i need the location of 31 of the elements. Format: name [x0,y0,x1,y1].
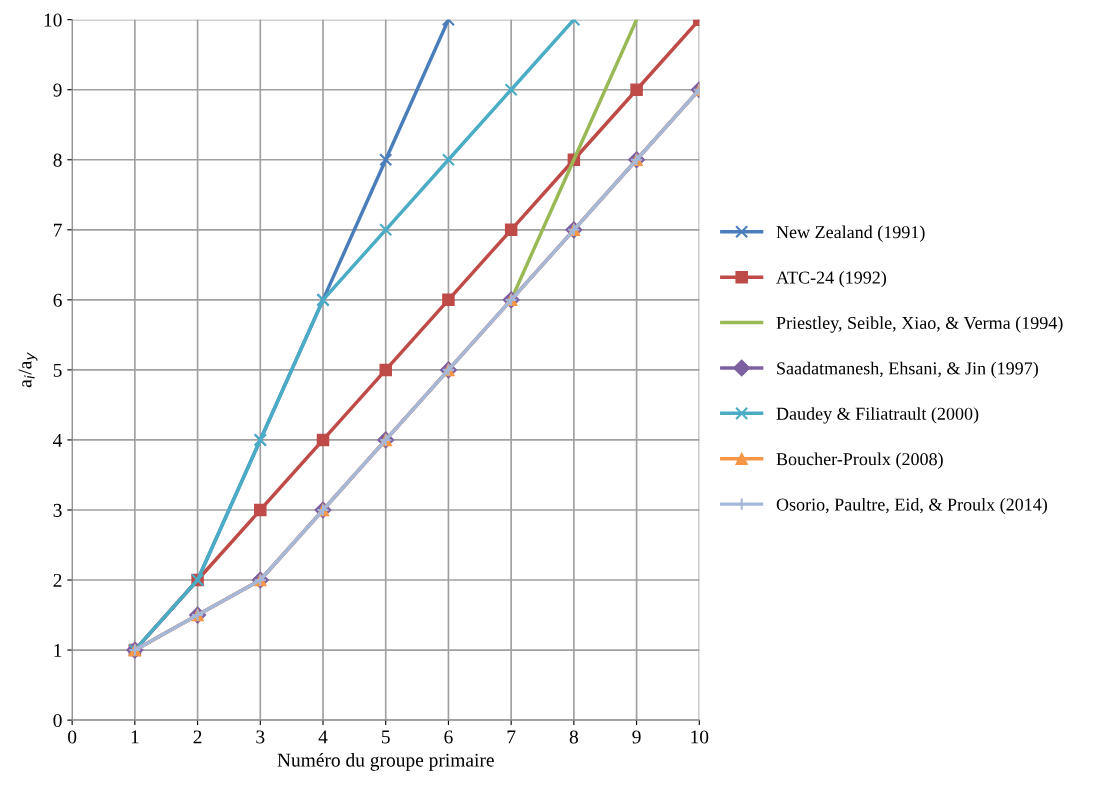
y-tick-label: 7 [53,223,62,237]
legend-label: New Zealand (1991) [776,225,925,242]
y-tick-label: 3 [53,503,62,517]
x-tick-label: 3 [256,730,265,744]
y-tick-label: 8 [53,153,62,167]
x-tick-label: 0 [68,730,77,744]
y-axis-title: a$_{i}$/a$_{y}$ [18,352,38,388]
x-tick-label: 10 [691,730,709,744]
x-tick-label: 4 [318,730,328,744]
y-tick-label: 9 [53,83,62,97]
y-tick-label: 6 [53,293,62,307]
y-tick-label: 10 [44,13,62,27]
x-tick-label: 2 [193,730,202,744]
legend-label: Saadatmanesh, Ehsani, & Jin (1997) [777,361,1038,379]
legend-label: Osorio, Paultre, Eid, & Proulx (2014) [776,497,1048,515]
x-tick-label: 8 [569,730,578,744]
y-tick-label: 1 [54,643,62,657]
x-tick-label: 6 [444,730,453,744]
y-tick-label: 0 [53,713,62,728]
legend-label: Boucher-Proulx (2008) [776,452,943,469]
x-axis-title: Numéro du groupe primaire [277,753,494,771]
x-tick-label: 7 [507,730,516,744]
x-tick-label: 1 [131,730,139,744]
legend-label: Priestley, Seible, Xiao, & Verma (1994) [776,316,1063,333]
x-tick-label: 5 [381,730,390,744]
y-tick-label: 4 [53,433,63,447]
y-tick-label: 2 [53,573,62,587]
legend-label: ATC-24 (1992) [776,270,887,288]
legend-label: Daudey & Filiatrault (2000) [776,407,979,424]
x-tick-label: 9 [632,730,641,744]
y-tick-label: 5 [53,363,62,377]
